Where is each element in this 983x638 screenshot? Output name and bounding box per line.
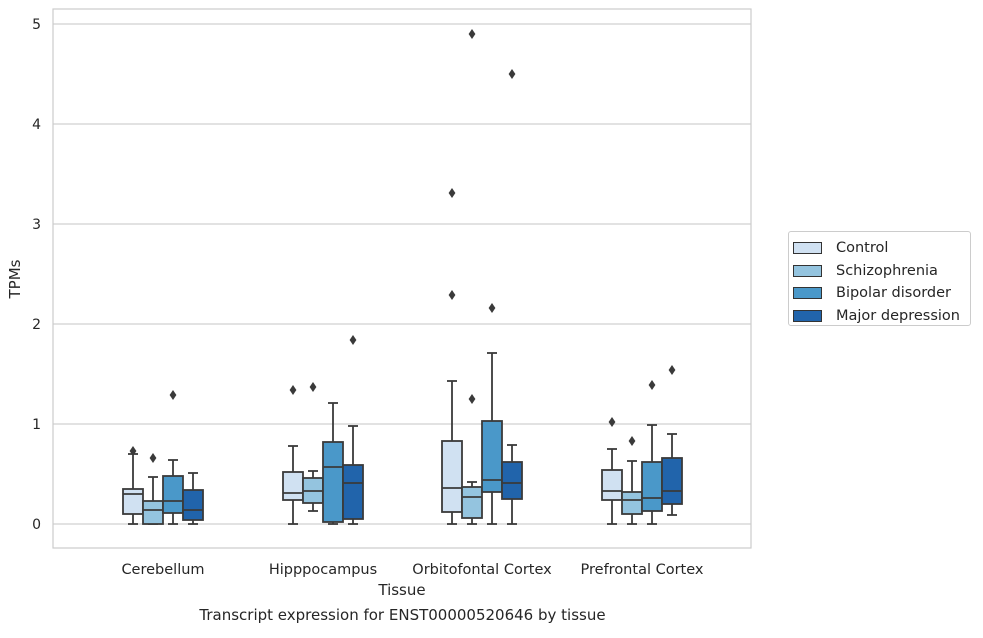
box-iqr	[142, 500, 164, 525]
outlier-point	[468, 29, 476, 39]
box-iqr	[342, 464, 364, 520]
box-iqr	[282, 471, 304, 501]
box-iqr	[322, 441, 344, 523]
box-schizophrenia	[621, 436, 643, 525]
legend-item: Major depression	[793, 305, 970, 328]
y-tick-label: 4	[32, 117, 41, 133]
box-iqr	[641, 461, 663, 512]
box-bipolar-disorder	[641, 380, 663, 525]
outlier-point	[448, 188, 456, 198]
outlier-point	[169, 390, 177, 400]
outlier-point	[608, 417, 616, 427]
legend-label: Control	[836, 240, 889, 257]
box-schizophrenia	[302, 382, 324, 512]
box-schizophrenia	[142, 453, 164, 525]
x-axis-label: Tissue	[377, 581, 425, 599]
y-tick-labels: 0 1 2 3 4 5	[32, 17, 41, 533]
y-axis-label: TPMs	[6, 259, 24, 299]
outlier-point	[668, 365, 676, 375]
x-tick-label: Prefrontal Cortex	[581, 562, 704, 578]
legend-swatch	[793, 242, 822, 255]
x-tick-labels: Cerebellum Hipppocampus Orbitofontal Corte…	[121, 562, 703, 578]
box-major-depression	[501, 69, 523, 525]
box-control	[441, 188, 463, 525]
box-iqr	[481, 420, 503, 493]
outlier-point	[468, 394, 476, 404]
box-schizophrenia	[461, 29, 483, 525]
outlier-point	[129, 446, 137, 456]
chart-caption: Transcript expression for ENST0000052064…	[199, 606, 606, 624]
box-major-depression	[661, 365, 683, 516]
box-iqr	[441, 440, 463, 513]
gridlines	[53, 23, 751, 525]
box-control	[601, 417, 623, 525]
y-tick-label: 1	[32, 417, 41, 433]
legend-item: Schizophrenia	[793, 260, 970, 283]
box-iqr	[162, 475, 184, 514]
box-iqr	[461, 486, 483, 519]
box-control	[122, 446, 144, 525]
outlier-point	[289, 385, 297, 395]
y-tick-label: 3	[32, 217, 41, 233]
outlier-point	[349, 335, 357, 345]
outlier-point	[448, 290, 456, 300]
box-iqr	[601, 469, 623, 501]
legend-item: Bipolar disorder	[793, 282, 970, 305]
outlier-point	[628, 436, 636, 446]
x-tick-label: Cerebellum	[121, 562, 204, 578]
legend-label: Major depression	[836, 307, 960, 324]
y-tick-label: 5	[32, 17, 41, 33]
outlier-point	[508, 69, 516, 79]
legend-swatch	[793, 264, 822, 277]
outlier-point	[488, 303, 496, 313]
box-iqr	[621, 491, 643, 515]
box-major-depression	[342, 335, 364, 525]
y-tick-label: 2	[32, 317, 41, 333]
box-iqr	[182, 489, 204, 521]
outlier-point	[149, 453, 157, 463]
x-tick-label: Orbitofontal Cortex	[412, 562, 552, 578]
box-control	[282, 385, 304, 525]
box-iqr	[501, 461, 523, 500]
outlier-point	[648, 380, 656, 390]
legend-item: Control	[793, 237, 970, 260]
box-iqr	[122, 488, 144, 515]
boxes	[122, 29, 683, 525]
legend-swatch	[793, 287, 822, 300]
outlier-point	[309, 382, 317, 392]
legend-label: Bipolar disorder	[836, 285, 951, 302]
legend-swatch	[793, 309, 822, 322]
box-iqr	[661, 457, 683, 505]
box-bipolar-disorder	[481, 303, 503, 525]
box-bipolar-disorder	[162, 390, 184, 525]
legend-label: Schizophrenia	[836, 262, 938, 279]
y-tick-label: 0	[32, 517, 41, 533]
plot-frame	[52, 8, 752, 549]
box-major-depression	[182, 472, 204, 525]
box-bipolar-disorder	[322, 402, 344, 525]
legend: Control Schizophrenia Bipolar disorder Majo…	[788, 231, 971, 326]
x-tick-label: Hipppocampus	[269, 562, 377, 578]
